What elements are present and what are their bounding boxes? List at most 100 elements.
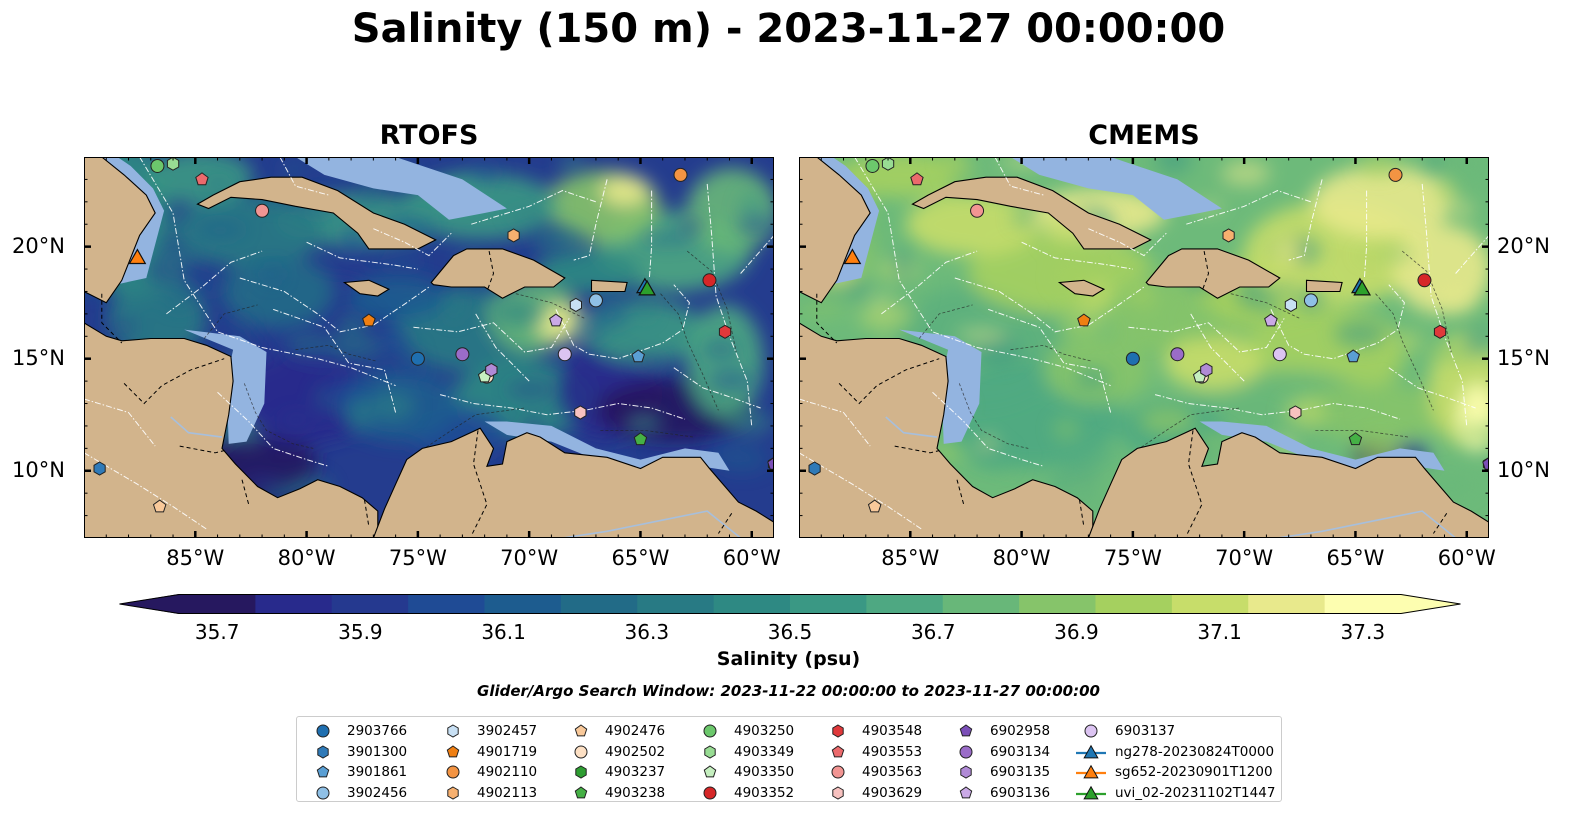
land-jamaica [342,279,391,297]
legend-label: 4903352 [734,785,795,802]
argo-float-3901861[interactable] [1346,349,1360,363]
legend-column: 4903250 4903349 4903350 4903352 [694,721,794,803]
argo-float-4903629[interactable] [574,405,587,420]
argo-float-6902958[interactable] [1482,456,1489,470]
shelf-nicaragua [184,329,267,444]
map-rtofs[interactable] [84,157,774,538]
argo-float-4903349[interactable] [166,157,180,171]
argo-float-4903548[interactable] [718,324,732,339]
legend-label: 3901300 [347,743,408,760]
glider-sg652-20230901T1200[interactable] [128,248,147,265]
argo-float-6902958[interactable] [767,456,774,470]
land-puerto-rico [590,279,628,293]
argo-float-4901719[interactable] [362,313,376,327]
argo-float-4903563[interactable] [970,203,985,218]
lon-tick-label: 70°W [500,546,559,570]
eez-boundary [239,277,430,333]
argo-float-4903553[interactable] [910,172,924,186]
argo-float-4902110[interactable] [673,167,688,182]
platform-markers [93,157,774,513]
eez-boundary [1186,190,1312,225]
argo-float-4903238[interactable] [633,432,648,446]
legend-label: 4903250 [734,723,795,740]
map-frame [84,157,774,538]
eez-boundary [854,157,1111,387]
argo-float-4903563[interactable] [255,203,270,218]
depth-contour [686,250,737,353]
circle-marker-icon [574,745,588,759]
argo-float-4902476[interactable] [152,499,167,513]
lon-tick-label: 65°W [1326,546,1385,570]
hexagon-marker-icon [704,745,716,759]
argo-float-4902113[interactable] [507,228,520,243]
glider-uvi_02-20231102T1447[interactable] [1353,279,1372,296]
legend-item: 4903350 [694,762,794,783]
argo-float-3902457[interactable] [1284,297,1297,312]
depth-contour [1132,407,1240,454]
depth-contour [417,407,525,454]
country-border [364,499,370,527]
legend-label: 6902958 [990,723,1051,740]
argo-float-4903238[interactable] [1348,432,1363,446]
country-border [179,445,225,454]
river [885,416,938,438]
argo-float-3902456[interactable] [1303,293,1318,308]
argo-float-3901300[interactable] [808,461,821,476]
legend-item: 4902476 [565,721,665,742]
axis-ticks [84,157,774,538]
argo-float-3902456[interactable] [588,293,603,308]
argo-float-4903629[interactable] [1289,405,1302,420]
legend-item: 6903134 [950,742,1050,763]
country-border [101,293,123,344]
argo-float-2903766[interactable] [410,351,425,366]
circle-marker-icon [316,724,330,738]
argo-float-6903135[interactable] [1200,362,1213,377]
argo-float-3902457[interactable] [569,297,582,312]
eez-boundary [1421,183,1468,426]
river [562,510,742,538]
argo-float-6903136[interactable] [1264,313,1278,327]
argo-float-4902110[interactable] [1388,167,1403,182]
argo-float-4901719[interactable] [1077,313,1091,327]
colorbar-tick-label: 36.3 [624,620,670,644]
lon-tick-label: 70°W [1215,546,1274,570]
argo-float-4902113[interactable] [1222,228,1235,243]
argo-float-4903553[interactable] [195,172,209,186]
argo-float-4902476[interactable] [867,499,882,513]
figure-title: Salinity (150 m) - 2023-11-27 00:00:00 [351,6,1226,52]
hexagon-marker-icon [575,765,587,780]
argo-float-4903548[interactable] [1433,324,1447,339]
depth-contour [1230,293,1300,319]
argo-float-4903349[interactable] [881,157,895,171]
map-cmems[interactable] [799,157,1489,538]
depth-contour [295,344,376,362]
argo-float-4903352[interactable] [1417,273,1432,288]
colorbar-extend-max [1401,594,1461,614]
depth-contour [203,304,258,339]
argo-float-4903250[interactable] [865,158,880,173]
argo-float-2903766[interactable] [1125,351,1140,366]
glider-sg652-20230901T1200[interactable] [843,248,862,265]
argo-float-6903137[interactable] [1272,347,1287,362]
legend-item: 6903137 [1075,721,1275,742]
argo-float-6903136[interactable] [549,313,563,327]
colorbar-segment [179,594,256,614]
glider-track-icon [1076,785,1106,800]
circle-marker-icon [316,786,330,800]
argo-float-4903250[interactable] [150,158,165,173]
argo-float-3901861[interactable] [631,349,645,363]
argo-float-4903352[interactable] [702,273,717,288]
legend-item: 3901300 [307,742,407,763]
glider-uvi_02-20231102T1447[interactable] [638,279,657,296]
lon-tick-label: 80°W [277,546,336,570]
circle-marker-icon [446,765,460,779]
argo-float-3901300[interactable] [93,461,106,476]
argo-float-6903135[interactable] [485,362,498,377]
colorbar-segment [255,594,333,614]
eez-boundary [799,398,871,447]
argo-float-6903137[interactable] [557,347,572,362]
eez-boundary [555,284,690,360]
argo-float-6903134[interactable] [1170,347,1185,362]
argo-float-6903134[interactable] [455,347,470,362]
circle-marker-icon [831,765,845,779]
